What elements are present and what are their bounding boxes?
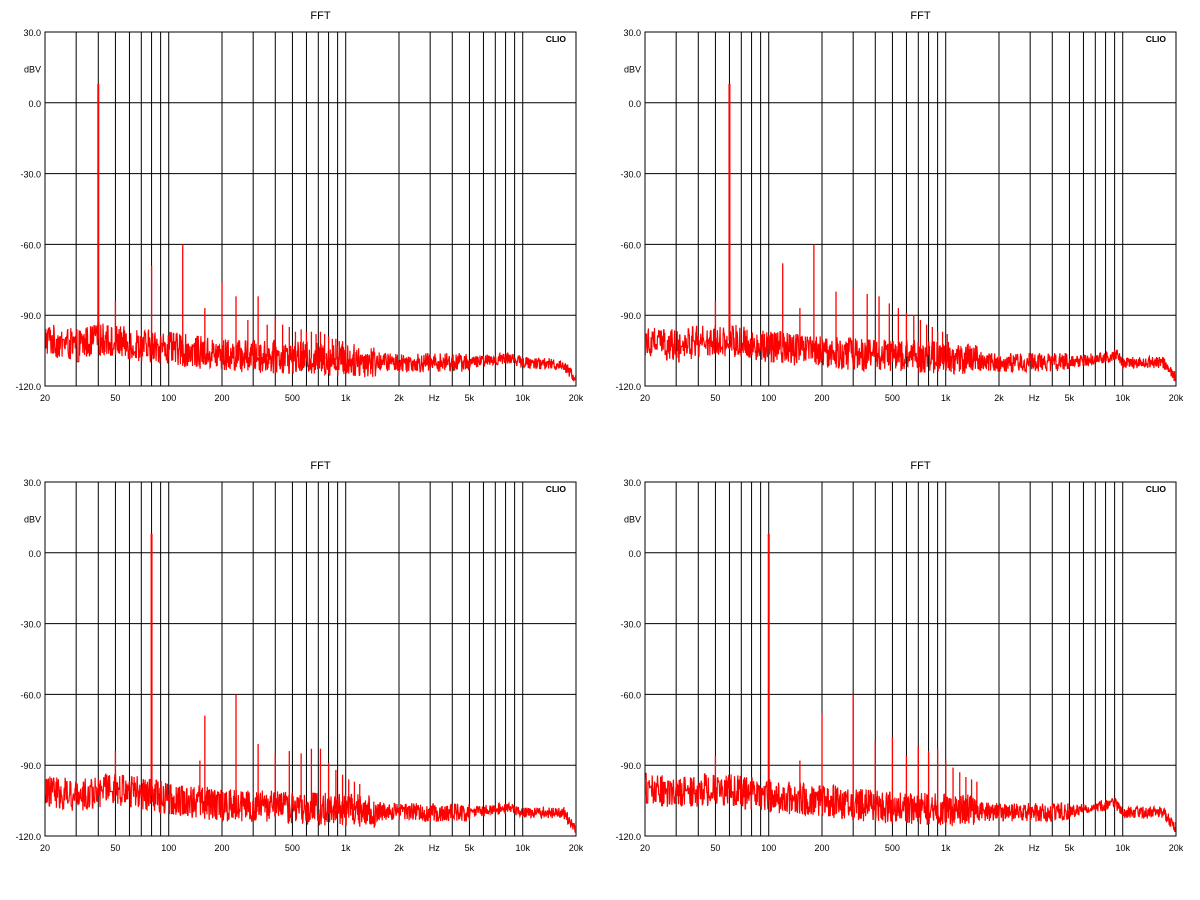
fft-panel-2: FFT 30.0 0.0 -30.0 -60.0 -90.0 -120.0 dBV 20 50 10… <box>615 10 1183 403</box>
x-tick-label: 50 <box>710 393 720 403</box>
x-tick-label: 20 <box>40 843 50 853</box>
x-tick-label: 50 <box>110 393 120 403</box>
y-tick-label: -30.0 <box>20 620 41 630</box>
y-axis-label: dBV <box>624 514 641 524</box>
chart-title: FFT <box>910 460 930 472</box>
y-tick-label: -90.0 <box>620 311 641 321</box>
y-tick-label: 30.0 <box>23 478 41 488</box>
x-tick-label: 200 <box>814 843 829 853</box>
x-tick-label: 10k <box>515 393 530 403</box>
x-tick-label: 1k <box>341 843 351 853</box>
y-tick-label: -30.0 <box>20 170 41 180</box>
y-tick-label: -90.0 <box>20 761 41 771</box>
y-tick-label: -30.0 <box>620 620 641 630</box>
x-tick-label: 200 <box>214 843 229 853</box>
clio-logo: CLIO <box>1146 484 1167 494</box>
fft-panel-4: FFT 30.0 0.0 -30.0 -60.0 -90.0 -120.0 dBV 20 50 10… <box>615 460 1183 853</box>
plot-frame <box>644 481 1177 837</box>
x-tick-label: 50 <box>110 843 120 853</box>
x-tick-label: 10k <box>515 843 530 853</box>
x-tick-label: 2k <box>994 393 1004 403</box>
y-tick-label: 0.0 <box>28 549 41 559</box>
y-axis-label: dBV <box>24 514 41 524</box>
x-tick-label: 100 <box>161 843 176 853</box>
x-tick-label: 20k <box>569 393 584 403</box>
x-tick-label: 5k <box>1065 843 1075 853</box>
x-tick-label: 100 <box>761 393 776 403</box>
x-tick-label: Hz <box>1029 393 1040 403</box>
y-tick-label: -60.0 <box>620 240 641 250</box>
y-tick-label: -120.0 <box>15 832 41 842</box>
x-tick-label: 5k <box>465 843 475 853</box>
noise-floor-trace <box>645 772 1176 832</box>
x-tick-label: 200 <box>214 393 229 403</box>
x-tick-label: 10k <box>1115 843 1130 853</box>
x-tick-label: 500 <box>885 393 900 403</box>
x-tick-label: 200 <box>814 393 829 403</box>
y-tick-label: -30.0 <box>620 170 641 180</box>
fft-panel-1: FFT 30.0 0.0 -30.0 -60.0 -90.0 -120.0 dBV 20 50 10… <box>15 10 583 403</box>
y-tick-label: 30.0 <box>623 28 641 38</box>
y-tick-label: -60.0 <box>20 240 41 250</box>
x-tick-label: 2k <box>994 843 1004 853</box>
noise-floor-trace <box>45 772 576 833</box>
x-tick-label: 20k <box>569 843 584 853</box>
plot-frame <box>644 31 1177 387</box>
clio-logo: CLIO <box>546 34 567 44</box>
chart-title: FFT <box>310 10 330 22</box>
y-axis-label: dBV <box>624 64 641 74</box>
x-tick-label: 500 <box>285 843 300 853</box>
y-tick-label: -120.0 <box>615 382 641 392</box>
x-tick-label: 1k <box>941 393 951 403</box>
x-tick-label: 20k <box>1169 843 1184 853</box>
x-tick-label: 100 <box>161 393 176 403</box>
x-tick-label: 20k <box>1169 393 1184 403</box>
y-tick-label: -60.0 <box>20 690 41 700</box>
x-tick-label: 20 <box>640 393 650 403</box>
y-tick-label: 0.0 <box>628 99 641 109</box>
x-tick-label: Hz <box>429 393 440 403</box>
plot-frame <box>44 31 577 387</box>
x-tick-label: Hz <box>429 843 440 853</box>
y-tick-label: -120.0 <box>15 382 41 392</box>
x-tick-label: 20 <box>640 843 650 853</box>
y-tick-label: -90.0 <box>20 311 41 321</box>
clio-logo: CLIO <box>546 484 567 494</box>
fft-panel-3: FFT 30.0 0.0 -30.0 -60.0 -90.0 -120.0 dBV 20 50 10… <box>15 460 583 853</box>
x-tick-label: 2k <box>394 843 404 853</box>
noise-floor-trace <box>45 322 576 382</box>
y-tick-label: -60.0 <box>620 690 641 700</box>
x-tick-label: 5k <box>465 393 475 403</box>
noise-floor-trace <box>645 324 1176 382</box>
x-tick-label: Hz <box>1029 843 1040 853</box>
x-tick-label: 2k <box>394 393 404 403</box>
y-tick-label: 0.0 <box>628 549 641 559</box>
y-axis-label: dBV <box>24 64 41 74</box>
x-tick-label: 50 <box>710 843 720 853</box>
y-tick-label: 30.0 <box>623 478 641 488</box>
y-tick-label: -90.0 <box>620 761 641 771</box>
x-tick-label: 10k <box>1115 393 1130 403</box>
y-tick-label: 0.0 <box>28 99 41 109</box>
chart-title: FFT <box>310 460 330 472</box>
x-tick-label: 500 <box>885 843 900 853</box>
chart-title: FFT <box>910 10 930 22</box>
x-tick-label: 20 <box>40 393 50 403</box>
x-tick-label: 500 <box>285 393 300 403</box>
x-tick-label: 5k <box>1065 393 1075 403</box>
plot-frame <box>44 481 577 837</box>
y-tick-label: -120.0 <box>615 832 641 842</box>
x-tick-label: 100 <box>761 843 776 853</box>
x-tick-label: 1k <box>341 393 351 403</box>
clio-logo: CLIO <box>1146 34 1167 44</box>
y-tick-label: 30.0 <box>23 28 41 38</box>
x-tick-label: 1k <box>941 843 951 853</box>
